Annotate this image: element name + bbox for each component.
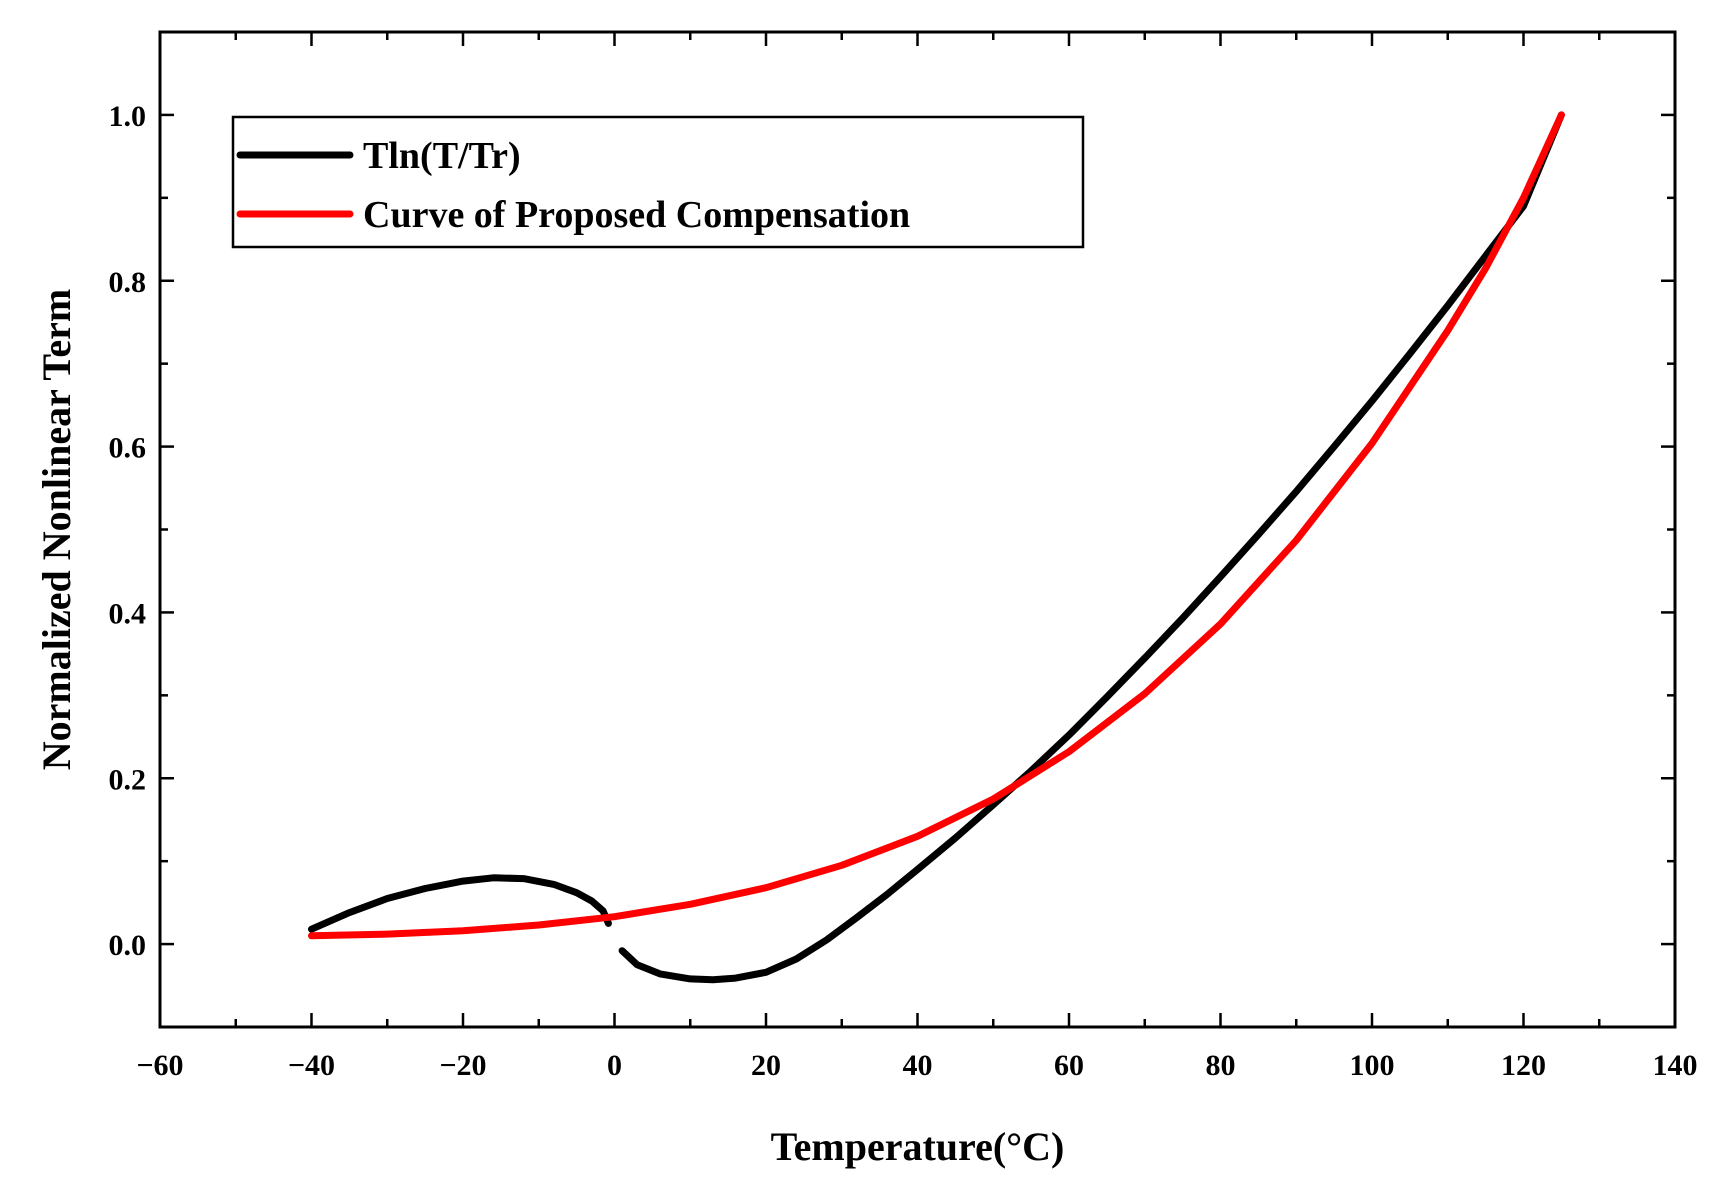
series-line-compensation xyxy=(308,111,1565,940)
legend-label-tln: Tln(T/Tr) xyxy=(363,135,521,177)
x-tick-label: −40 xyxy=(288,1049,335,1082)
legend-label-compensation: Curve of Proposed Compensation xyxy=(363,194,910,236)
legend-box xyxy=(231,115,1085,249)
y-tick-label: 0.2 xyxy=(109,763,147,796)
x-tick-label: 120 xyxy=(1501,1049,1546,1082)
x-tick-label: 40 xyxy=(903,1049,933,1082)
x-tick-label: 100 xyxy=(1350,1049,1395,1082)
x-axis-title: Temperature(°C) xyxy=(771,1124,1065,1169)
tick-labels: −60 −40 −20 0 20 40 60 80 100 120 140 0.0 0.2 0.4 0.6 0… xyxy=(109,100,1698,1082)
y-tick-label: 0.8 xyxy=(109,266,147,299)
y-tick-label: 0.0 xyxy=(109,929,147,962)
x-tick-label: −60 xyxy=(136,1049,183,1082)
x-tick-label: 140 xyxy=(1653,1049,1698,1082)
x-tick-label: 60 xyxy=(1054,1049,1084,1082)
y-axis-title: Normalized Nonlinear Term xyxy=(34,289,79,770)
legend: Tln(T/Tr) Curve of Proposed Compensation xyxy=(231,115,1085,249)
y-tick-label: 0.6 xyxy=(109,432,147,465)
plot-lines xyxy=(308,111,1565,984)
y-tick-label: 0.4 xyxy=(109,597,147,630)
series-line-tln xyxy=(308,874,612,933)
x-tick-label: 20 xyxy=(751,1049,781,1082)
x-tick-label: 80 xyxy=(1206,1049,1236,1082)
series-line-tln xyxy=(618,111,1565,984)
x-tick-label: 0 xyxy=(607,1049,622,1082)
x-tick-label: −20 xyxy=(439,1049,486,1082)
axis-ticks xyxy=(158,32,1677,1027)
y-tick-label: 1.0 xyxy=(109,100,147,133)
